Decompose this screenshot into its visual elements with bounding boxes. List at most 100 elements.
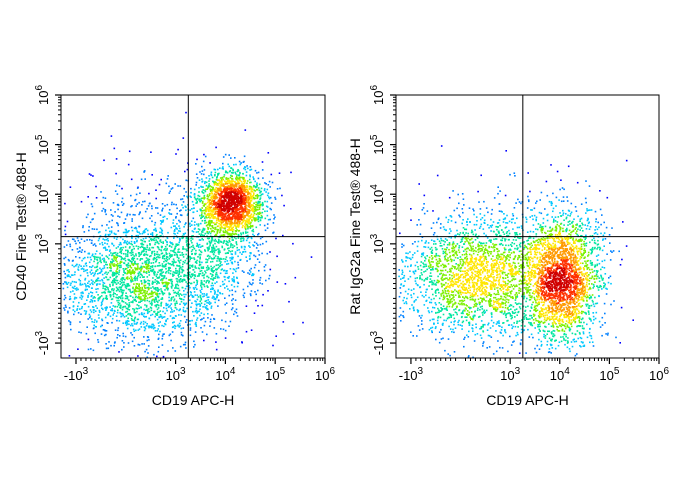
event-dot (166, 236, 168, 238)
event-dot (255, 206, 257, 208)
event-dot (74, 240, 76, 242)
event-dot (74, 271, 76, 273)
event-dot (237, 267, 240, 269)
event-dot (250, 168, 253, 171)
event-dot (129, 271, 131, 274)
event-dot (214, 242, 216, 245)
event-dot (127, 313, 129, 316)
event-dot (181, 198, 184, 200)
event-dot (217, 217, 219, 220)
event-dot (156, 258, 158, 261)
event-dot (228, 185, 230, 188)
event-dot (221, 177, 223, 179)
event-dot (151, 313, 154, 316)
event-dot (125, 292, 127, 294)
event-dot (241, 209, 243, 212)
event-dot (151, 283, 154, 285)
event-dot (106, 298, 108, 300)
event-dot (124, 284, 127, 287)
event-dot (207, 313, 209, 315)
event-dot (93, 324, 95, 327)
event-dot (188, 267, 190, 270)
event-dot (177, 251, 179, 253)
event-dot (109, 276, 112, 279)
event-dot (208, 281, 210, 284)
event-dot (139, 246, 142, 249)
event-dot (137, 245, 140, 248)
event-dot (163, 254, 166, 257)
event-dot (161, 337, 164, 340)
event-dot (65, 282, 68, 285)
event-dot (151, 280, 154, 283)
event-dot (165, 252, 167, 254)
event-dot (138, 344, 141, 346)
event-dot (183, 293, 185, 296)
event-dot (77, 288, 79, 291)
event-dot (101, 273, 104, 276)
event-dot (136, 203, 139, 205)
event-dot (150, 327, 153, 329)
event-dot (117, 327, 120, 329)
event-dot (232, 228, 235, 231)
event-dot (145, 306, 148, 308)
event-dot (193, 188, 196, 191)
event-dot (215, 193, 218, 196)
event-dot (149, 267, 152, 270)
event-dot (118, 216, 121, 218)
event-dot (163, 333, 165, 335)
event-dot (121, 187, 123, 190)
event-dot (207, 222, 210, 225)
event-dot (232, 210, 234, 213)
event-dot (118, 244, 121, 246)
event-dot (103, 265, 106, 267)
event-dot (240, 232, 242, 234)
event-dot (266, 223, 269, 225)
event-dot (181, 298, 183, 301)
event-dot (140, 326, 143, 328)
event-dot (128, 247, 131, 249)
event-dot (258, 189, 261, 192)
event-dot (232, 196, 234, 199)
event-dot (257, 209, 259, 211)
event-dot (109, 230, 111, 233)
event-dot (228, 214, 231, 217)
event-dot (115, 259, 117, 262)
event-dot (97, 288, 99, 290)
event-dot (198, 199, 200, 201)
event-dot (222, 221, 224, 223)
event-dot (162, 216, 164, 218)
event-dot (243, 177, 245, 179)
event-dot (225, 242, 227, 245)
event-dot (214, 234, 217, 236)
event-dot (162, 333, 164, 336)
event-dot (131, 340, 134, 343)
event-dot (172, 275, 174, 277)
event-dot (100, 268, 103, 271)
event-dot (107, 240, 109, 242)
event-dot (199, 253, 202, 256)
event-dot (116, 287, 119, 290)
event-dot (72, 259, 74, 262)
event-dot (212, 244, 214, 246)
event-dot (240, 214, 242, 217)
event-dot (222, 196, 225, 198)
event-dot (178, 257, 180, 259)
event-dot (189, 327, 192, 329)
event-dot (236, 246, 238, 249)
event-dot (189, 286, 191, 289)
event-dot (215, 271, 218, 274)
event-dot (213, 317, 215, 320)
event-dot (250, 252, 252, 254)
event-dot (242, 199, 244, 202)
event-dot (174, 247, 177, 249)
event-dot (240, 218, 243, 221)
event-dot (161, 281, 163, 284)
event-dot (112, 279, 114, 282)
event-dot (201, 331, 204, 333)
event-dot (168, 268, 170, 270)
event-dot (220, 190, 223, 192)
event-dot (141, 283, 143, 285)
event-dot (215, 333, 218, 335)
event-dot (131, 243, 133, 246)
event-dot (94, 258, 96, 260)
